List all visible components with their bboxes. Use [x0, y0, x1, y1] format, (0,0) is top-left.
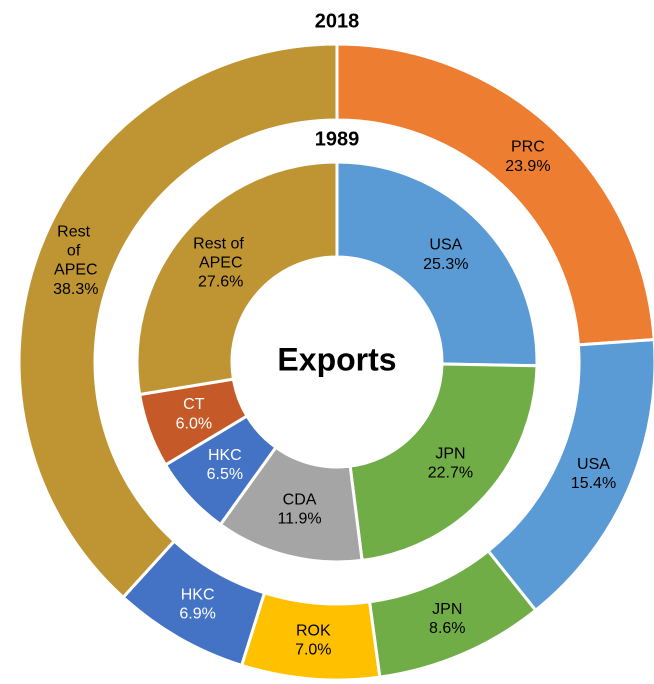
- value-label: 11.9%: [277, 511, 321, 528]
- segment-label: Rest of APEC: [193, 236, 248, 272]
- value-label: 15.4%: [571, 475, 616, 492]
- segment-label: PRC: [511, 139, 545, 156]
- segment-label: Rest of APEC: [54, 224, 98, 279]
- value-label: 8.6%: [429, 620, 465, 637]
- value-label: 7.0%: [295, 642, 331, 659]
- segment-label: USA: [577, 456, 610, 473]
- value-label: 27.6%: [198, 274, 243, 291]
- value-label: 23.9%: [505, 158, 550, 175]
- segment: [135, 160, 339, 397]
- segment: [335, 160, 539, 368]
- segment: [335, 42, 654, 347]
- value-label: 25.3%: [423, 256, 468, 273]
- segment-label: USA: [429, 237, 462, 254]
- segment-label: JPN: [435, 446, 465, 463]
- ring-title: 1989: [315, 128, 360, 150]
- segment-label: CDA: [283, 492, 317, 509]
- segment-label: CT: [183, 396, 205, 413]
- value-label: 6.0%: [176, 415, 212, 432]
- chart-title: Exports: [277, 341, 396, 377]
- value-label: 6.9%: [179, 606, 215, 623]
- value-label: 38.3%: [53, 281, 98, 298]
- value-label: 6.5%: [207, 466, 243, 483]
- segment-label: HKC: [208, 447, 242, 464]
- value-label: 22.7%: [428, 465, 473, 482]
- segment-label: JPN: [432, 601, 462, 618]
- segment-label: ROK: [296, 623, 331, 640]
- segment-label: HKC: [181, 587, 215, 604]
- segment: [348, 362, 539, 563]
- ring-title: 2018: [315, 10, 360, 32]
- segment: [17, 42, 339, 600]
